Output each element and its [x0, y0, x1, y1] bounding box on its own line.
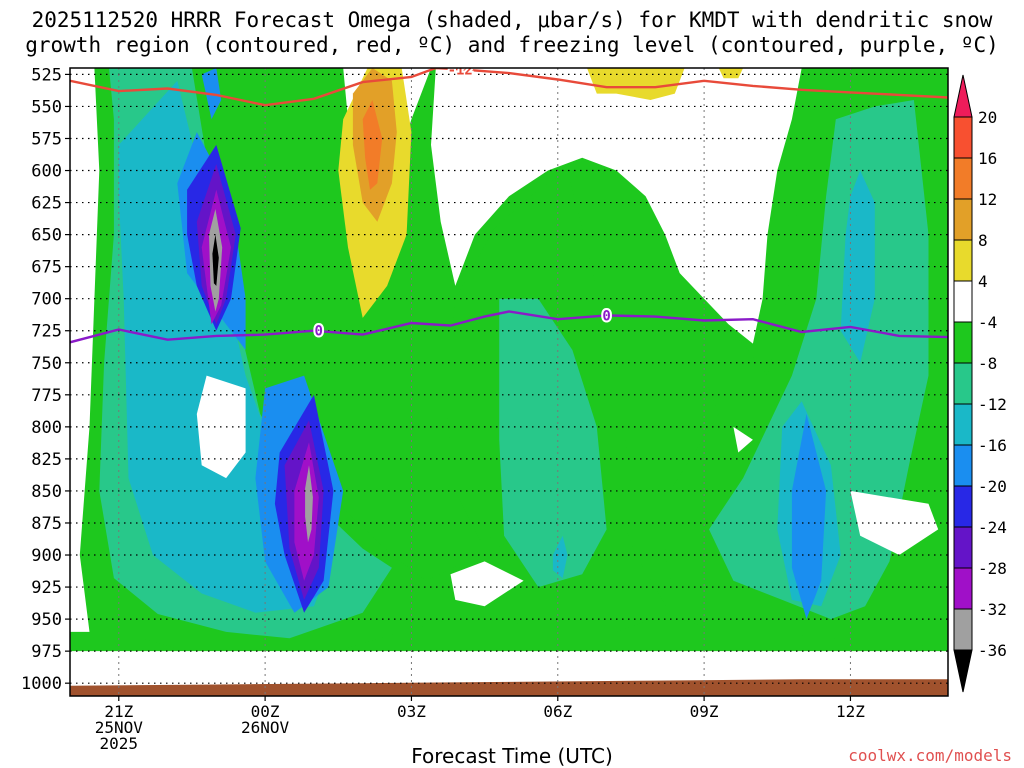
colorbar-swatch — [953, 485, 973, 528]
y-tick-label: 600 — [31, 162, 62, 182]
colorbar-min-arrow — [953, 649, 973, 693]
omega-region-4 — [499, 298, 607, 588]
omega-region-32 — [587, 68, 685, 100]
y-tick-label: 825 — [31, 450, 62, 470]
colorbar-tick-label: -12 — [978, 395, 1007, 414]
colorbar-tick-label: -8 — [978, 354, 997, 373]
dgz-contour-line — [70, 68, 948, 107]
y-tick-label: 675 — [31, 258, 62, 278]
omega-region-7 — [840, 170, 875, 363]
x-tick-label: 09Z — [690, 702, 719, 721]
omega-region-26 — [450, 561, 524, 607]
colorbar-swatch — [953, 526, 973, 569]
colorbar-max-arrow — [953, 74, 973, 118]
y-tick-label: 925 — [31, 578, 62, 598]
y-tick-label: 650 — [31, 226, 62, 246]
y-axis: 525 550 575 600 625 650 675 700 725 750 775 800 825 8… — [21, 65, 70, 694]
x-tick-label: 00Z — [251, 702, 280, 721]
freezing-level-label: 0 — [602, 308, 610, 324]
y-tick-label: 550 — [31, 97, 62, 117]
freezing-level-line — [70, 310, 948, 344]
freezing-level-label-2: 0 — [315, 324, 323, 340]
omega-region-28 — [431, 68, 802, 344]
colorbar-swatch — [953, 116, 973, 159]
y-tick-label: 750 — [31, 354, 62, 374]
colorbar-swatch — [953, 198, 973, 241]
dgz-contour-label: -12 — [448, 62, 473, 78]
y-tick-label: 525 — [31, 65, 62, 85]
y-tick-label: 575 — [31, 129, 62, 149]
colorbar-tick-label: 16 — [978, 149, 997, 168]
colorbar-tick-label: 8 — [978, 231, 988, 250]
colorbar-tick-label: -32 — [978, 600, 1007, 619]
colorbar-tick-label: 12 — [978, 190, 997, 209]
y-tick-label: 950 — [31, 610, 62, 630]
y-tick-label: 725 — [31, 322, 62, 342]
plot-frame — [69, 67, 949, 697]
chart-title-line-1: 2025112520 HRRR Forecast Omega (shaded, … — [31, 8, 993, 32]
omega-region-25 — [850, 490, 939, 555]
omega-region-12 — [791, 414, 827, 620]
colorbar-swatch — [953, 608, 973, 651]
y-tick-label: 625 — [31, 194, 62, 214]
colorbar-swatch — [953, 444, 973, 487]
colorbar-swatch — [953, 403, 973, 446]
colorbar: 20 16 12 8 4 -4 -8 -12 -16 -20 -24 -28 -32 -36 — [953, 74, 1007, 693]
colorbar-tick-label: -28 — [978, 559, 1007, 578]
colorbar-tick-label: -20 — [978, 477, 1007, 496]
colorbar-swatch — [953, 239, 973, 282]
chart-title-line-2: growth region (contoured, red, ºC) and f… — [25, 33, 999, 57]
x-tick-label: 12Z — [836, 702, 865, 721]
colorbar-swatch — [953, 157, 973, 200]
plot-area — [70, 68, 948, 696]
ground-terrain — [70, 679, 948, 696]
credit-link[interactable]: coolwx.com/models — [848, 746, 1012, 765]
y-tick-label: 1000 — [21, 674, 62, 694]
colorbar-swatch — [953, 362, 973, 405]
colorbar-tick-label: 4 — [978, 272, 988, 291]
omega-region-22 — [212, 234, 219, 286]
x-tick-label: 25NOV — [95, 718, 144, 737]
y-tick-label: 775 — [31, 386, 62, 406]
colorbar-tick-label: -4 — [978, 313, 997, 332]
contour-lines: -12 0 0 — [70, 62, 948, 344]
y-tick-label: 800 — [31, 418, 62, 438]
x-tick-label: 26NOV — [241, 718, 290, 737]
colorbar-tick-label: -16 — [978, 436, 1007, 455]
y-tick-label: 900 — [31, 546, 62, 566]
colorbar-tick-label: 20 — [978, 108, 997, 127]
x-tick-label: 06Z — [543, 702, 572, 721]
x-tick-label: 2025 — [100, 734, 139, 753]
x-axis-label: Forecast Time (UTC) — [411, 744, 613, 768]
omega-region-35 — [362, 100, 383, 190]
y-tick-label: 700 — [31, 290, 62, 310]
x-tick-label: 03Z — [397, 702, 426, 721]
colorbar-swatch — [953, 321, 973, 364]
x-tick-label: 21Z — [104, 702, 133, 721]
omega-region-9 — [552, 535, 568, 579]
colorbar-swatch — [953, 567, 973, 610]
y-tick-label: 850 — [31, 482, 62, 502]
colorbar-tick-label: -24 — [978, 518, 1007, 537]
omega-region-24 — [733, 426, 753, 453]
y-tick-label: 875 — [31, 514, 62, 534]
colorbar-tick-label: -36 — [978, 641, 1007, 660]
y-tick-label: 975 — [31, 642, 62, 662]
grid-lines — [70, 68, 948, 696]
colorbar-swatch — [953, 280, 973, 323]
omega-region-33 — [718, 68, 744, 79]
